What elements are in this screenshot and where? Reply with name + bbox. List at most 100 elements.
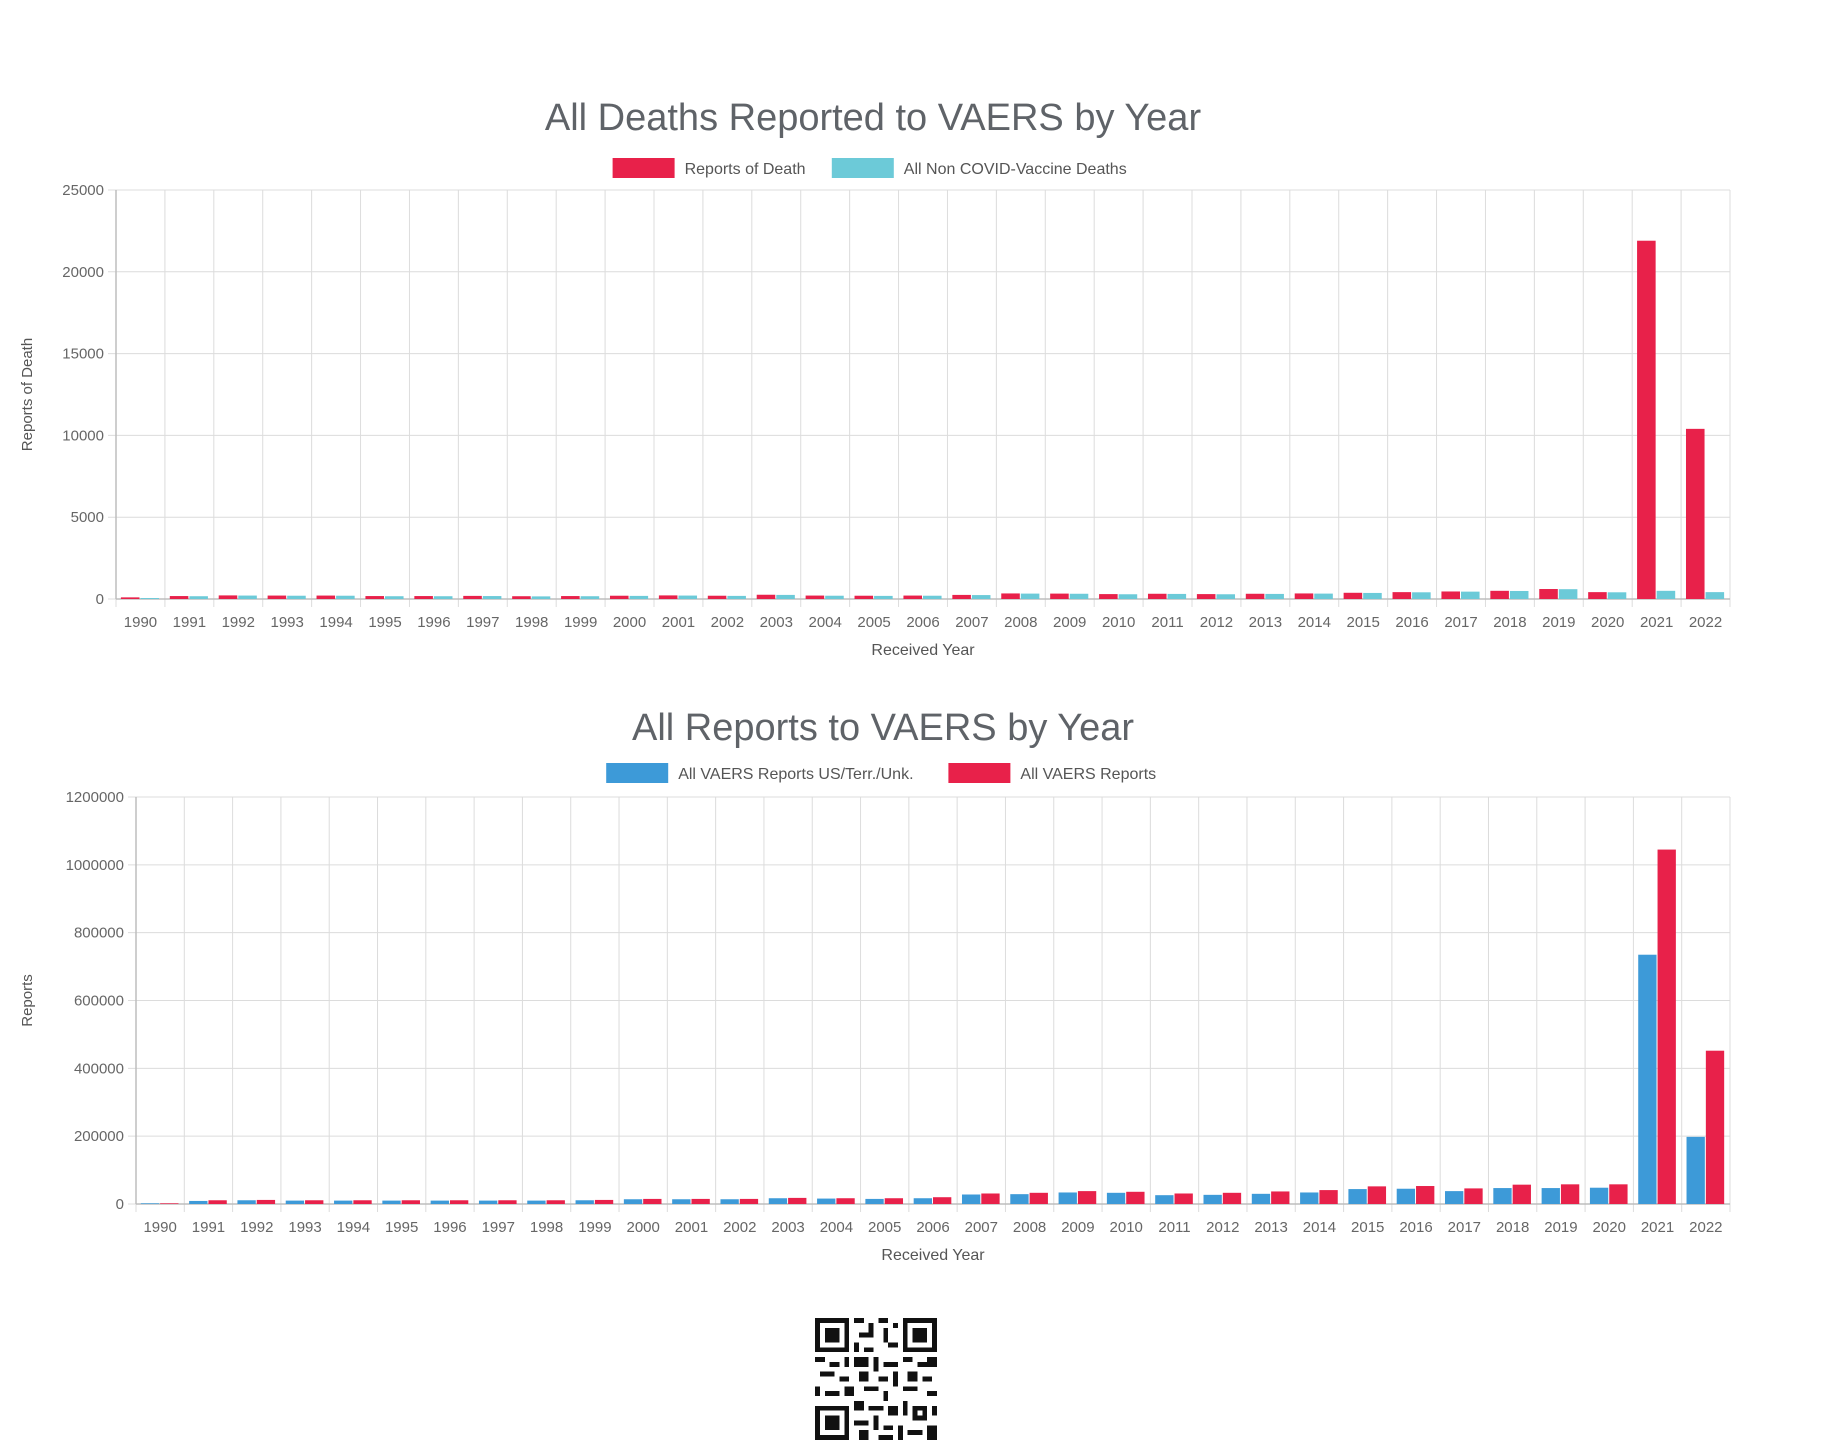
x-tick-label: 2018: [1496, 1219, 1529, 1236]
bar: [1196, 594, 1216, 599]
bar: [287, 595, 306, 599]
bar: [756, 594, 776, 599]
chart-2: All Reports to VAERS by Year All VAERS Re…: [19, 707, 1731, 1264]
bar: [1558, 589, 1578, 599]
x-tick-label: 2010: [1102, 614, 1135, 631]
x-tick-label: 2008: [1013, 1219, 1046, 1236]
bar: [531, 596, 551, 599]
y-tick-label: 200000: [74, 1128, 124, 1145]
x-tick-label: 2015: [1346, 614, 1379, 631]
y-tick-label: 800000: [74, 925, 124, 942]
bar: [1216, 594, 1236, 599]
bar: [1589, 1187, 1609, 1204]
bar: [1638, 954, 1657, 1204]
x-tick-label: 2011: [1151, 614, 1183, 631]
bar: [1029, 1192, 1048, 1204]
legend-label: Reports of Death: [685, 161, 806, 178]
y-axis-label: Reports of Death: [19, 338, 36, 451]
bar: [1607, 592, 1627, 599]
x-tick-label: 2021: [1641, 1219, 1674, 1236]
bar: [1203, 1194, 1222, 1204]
x-tick-label: 2016: [1395, 614, 1428, 631]
x-tick-label: 2000: [613, 614, 646, 631]
y-tick-label: 20000: [62, 264, 104, 281]
bar: [691, 1198, 710, 1204]
bar: [1343, 592, 1363, 599]
bar: [305, 1200, 324, 1204]
x-tick-label: 2020: [1591, 614, 1624, 631]
bar: [546, 1200, 565, 1204]
bar: [1657, 849, 1676, 1204]
x-tick-label: 2016: [1399, 1219, 1432, 1236]
bar: [140, 1203, 160, 1204]
bar: [1490, 590, 1509, 599]
bar: [1656, 590, 1676, 599]
bar: [1512, 1184, 1531, 1204]
bar: [1300, 1192, 1319, 1204]
bar: [836, 1198, 855, 1204]
x-tick-label: 2002: [711, 614, 744, 631]
bar: [1265, 593, 1284, 599]
qr-code: [815, 1318, 937, 1440]
x-tick-label: 2020: [1593, 1219, 1626, 1236]
bar: [336, 595, 355, 599]
bar: [1509, 590, 1529, 599]
bar: [1118, 594, 1138, 599]
bar: [365, 596, 384, 599]
x-tick-label: 2001: [662, 614, 695, 631]
bar: [1461, 591, 1480, 599]
x-tick-label: 2014: [1298, 614, 1331, 631]
x-tick-label: 2004: [808, 614, 841, 631]
bar: [1058, 1192, 1077, 1204]
bar: [1363, 592, 1382, 599]
bar: [1560, 1184, 1580, 1204]
bar: [678, 595, 698, 599]
x-tick-label: 1999: [564, 614, 597, 631]
x-tick-label: 2006: [906, 614, 939, 631]
x-tick-label: 1993: [270, 614, 303, 631]
bar: [575, 1200, 594, 1204]
x-tick-label: 1991: [192, 1219, 225, 1236]
bar: [169, 596, 189, 599]
y-axis-label: Reports: [19, 974, 36, 1027]
legend-label: All VAERS Reports US/Terr./Unk.: [678, 766, 913, 783]
bar: [1251, 1193, 1271, 1204]
y-tick-label: 0: [96, 591, 104, 608]
bar: [961, 1194, 981, 1204]
bar: [237, 1200, 256, 1204]
bar: [1441, 591, 1460, 599]
bar: [1099, 594, 1118, 599]
x-tick-label: 2007: [955, 614, 988, 631]
bar: [1609, 1184, 1628, 1204]
x-tick-label: 2017: [1448, 1219, 1481, 1236]
bar: [433, 596, 453, 599]
bar: [449, 1200, 469, 1204]
bar: [561, 596, 580, 599]
bar: [1271, 1191, 1290, 1204]
bar: [256, 1199, 276, 1204]
series-1-bars: [120, 240, 1705, 599]
x-tick-label: 2007: [965, 1219, 998, 1236]
bar: [1348, 1189, 1367, 1204]
x-tick-label: 2003: [760, 614, 793, 631]
bar: [1686, 1136, 1705, 1204]
x-tick-label: 1995: [385, 1219, 418, 1236]
bar: [1174, 1193, 1193, 1204]
chart-title: All Reports to VAERS by Year: [632, 707, 1134, 749]
x-tick-label: 1991: [173, 614, 206, 631]
x-tick-label: 1995: [368, 614, 401, 631]
bar: [1167, 593, 1187, 599]
x-tick-label: 2022: [1689, 1219, 1722, 1236]
y-tick-label: 0: [116, 1196, 124, 1213]
bar: [1126, 1191, 1145, 1204]
bar: [609, 595, 629, 599]
grid: [128, 796, 1731, 1212]
bar: [629, 595, 649, 599]
x-tick-label: 2012: [1206, 1219, 1239, 1236]
y-tick-label: 600000: [74, 993, 124, 1010]
bar: [1294, 593, 1314, 599]
bar: [981, 1193, 1000, 1204]
y-tick-label: 25000: [62, 182, 104, 199]
x-tick-label: 1997: [482, 1219, 515, 1236]
bar: [643, 1198, 662, 1204]
